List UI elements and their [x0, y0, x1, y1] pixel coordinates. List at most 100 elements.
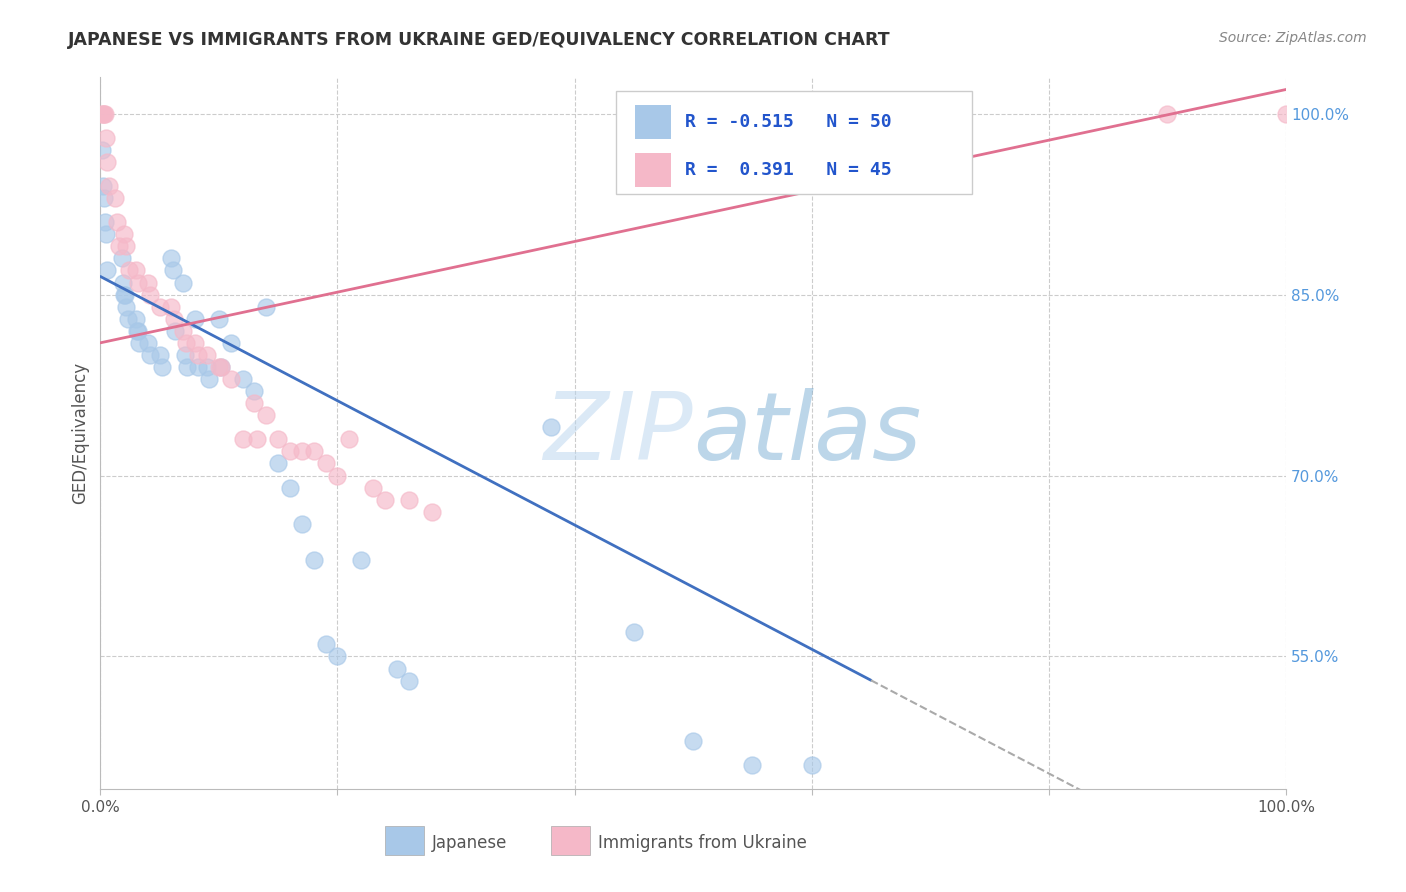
Point: [184, 311, 207, 326]
Point: [162, 263, 184, 277]
Point: [291, 444, 314, 458]
Point: [267, 433, 290, 447]
Point: [187, 359, 209, 374]
Point: [112, 287, 135, 301]
Point: [291, 516, 314, 531]
Point: [90, 143, 112, 157]
Point: [209, 359, 232, 374]
Point: [315, 637, 337, 651]
Point: [350, 553, 373, 567]
Point: [108, 239, 131, 253]
Point: [278, 444, 301, 458]
Point: [111, 252, 134, 266]
Point: [97, 179, 120, 194]
Point: [115, 239, 138, 253]
Point: [125, 263, 148, 277]
Point: [174, 335, 197, 350]
Point: [195, 348, 218, 362]
Point: [96, 154, 118, 169]
FancyBboxPatch shape: [636, 153, 671, 187]
Point: [117, 311, 139, 326]
Point: [246, 433, 269, 447]
Point: [800, 758, 823, 772]
FancyBboxPatch shape: [385, 826, 425, 855]
Point: [93, 191, 115, 205]
Point: [326, 468, 349, 483]
Point: [136, 335, 159, 350]
Point: [361, 481, 384, 495]
Point: [385, 661, 408, 675]
Point: [125, 311, 148, 326]
Point: [337, 433, 360, 447]
Point: [540, 420, 562, 434]
Point: [149, 348, 172, 362]
Point: [398, 492, 420, 507]
Point: [139, 287, 162, 301]
Point: [195, 359, 218, 374]
Point: [198, 372, 221, 386]
Point: [741, 758, 763, 772]
Point: [94, 106, 117, 120]
Point: [96, 227, 118, 242]
Point: [172, 324, 194, 338]
Point: [1156, 106, 1178, 120]
Point: [139, 348, 162, 362]
Point: [208, 311, 231, 326]
Point: [91, 179, 114, 194]
Point: [96, 263, 118, 277]
Point: [1275, 106, 1298, 120]
Point: [398, 673, 420, 688]
Point: [96, 130, 118, 145]
Text: R =  0.391   N = 45: R = 0.391 N = 45: [685, 161, 891, 179]
Point: [315, 457, 337, 471]
Point: [243, 396, 266, 410]
Text: JAPANESE VS IMMIGRANTS FROM UKRAINE GED/EQUIVALENCY CORRELATION CHART: JAPANESE VS IMMIGRANTS FROM UKRAINE GED/…: [67, 31, 890, 49]
Point: [302, 444, 325, 458]
Text: R = -0.515   N = 50: R = -0.515 N = 50: [685, 113, 891, 131]
Point: [127, 324, 149, 338]
Point: [420, 505, 443, 519]
Point: [91, 106, 114, 120]
Text: Immigrants from Ukraine: Immigrants from Ukraine: [599, 833, 807, 852]
Point: [232, 372, 254, 386]
Point: [176, 359, 198, 374]
Text: Japanese: Japanese: [432, 833, 508, 852]
Point: [326, 649, 349, 664]
Point: [114, 287, 136, 301]
Point: [184, 335, 207, 350]
FancyBboxPatch shape: [551, 826, 591, 855]
FancyBboxPatch shape: [616, 91, 972, 194]
Point: [90, 106, 112, 120]
Point: [187, 348, 209, 362]
Point: [112, 227, 135, 242]
Point: [160, 252, 183, 266]
Point: [128, 335, 150, 350]
Point: [93, 106, 115, 120]
Point: [150, 359, 173, 374]
Point: [115, 300, 138, 314]
Y-axis label: GED/Equivalency: GED/Equivalency: [72, 362, 89, 504]
Point: [374, 492, 396, 507]
Point: [254, 300, 277, 314]
Point: [103, 191, 125, 205]
Point: [172, 276, 194, 290]
Point: [302, 553, 325, 567]
Point: [94, 215, 117, 229]
Point: [127, 276, 149, 290]
Point: [208, 359, 231, 374]
Point: [160, 300, 183, 314]
Text: ZIP: ZIP: [544, 388, 693, 479]
FancyBboxPatch shape: [636, 105, 671, 139]
Point: [163, 311, 186, 326]
Point: [254, 408, 277, 422]
Point: [219, 372, 242, 386]
Point: [163, 324, 186, 338]
Text: atlas: atlas: [693, 388, 921, 479]
Point: [118, 263, 141, 277]
Point: [219, 335, 242, 350]
Point: [173, 348, 195, 362]
Point: [243, 384, 266, 398]
Point: [149, 300, 172, 314]
Text: Source: ZipAtlas.com: Source: ZipAtlas.com: [1219, 31, 1367, 45]
Point: [209, 359, 232, 374]
